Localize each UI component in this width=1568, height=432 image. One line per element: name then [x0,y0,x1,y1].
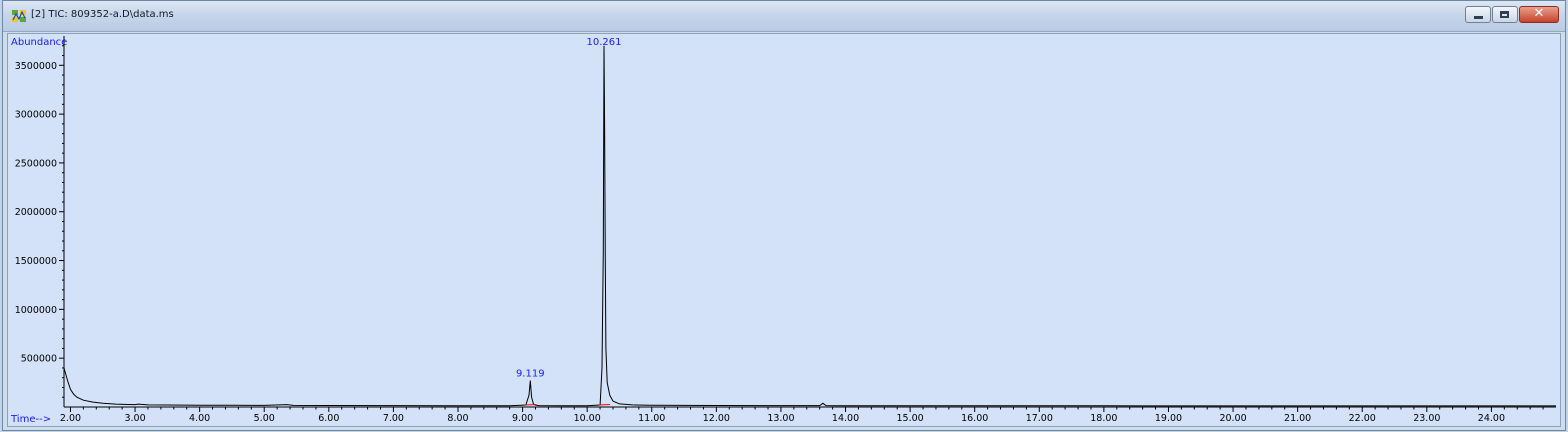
x-tick-label: 20.00 [1219,413,1246,424]
x-tick-label: 22.00 [1349,413,1376,424]
x-tick-label: 12.00 [703,413,730,424]
minimize-icon [1474,16,1483,19]
y-tick-label: 3500000 [15,61,57,72]
window-title: [2] TIC: 809352-a.D\data.ms [31,9,174,20]
y-tick-label: 2500000 [15,158,57,169]
integration-baseline [525,404,537,406]
plot-area[interactable]: Abundance Time--> 500000 1000000 1500000 20… [7,33,1561,427]
x-tick-label: 16.00 [961,413,988,424]
x-tick-label: 24.00 [1478,413,1505,424]
x-tick-label: 8.00 [447,413,468,424]
y-tick-label: 1500000 [15,256,57,267]
window-controls: ✕ [1464,6,1559,25]
x-tick-label: 19.00 [1155,413,1182,424]
x-tick-label: 18.00 [1090,413,1117,424]
x-tick-label: 13.00 [767,413,794,424]
y-tick-label: 3000000 [15,110,57,121]
x-tick-label: 7.00 [383,413,404,424]
chromatogram-chart[interactable]: Abundance Time--> 500000 1000000 1500000 20… [8,34,1560,426]
x-tick-label: 23.00 [1413,413,1440,424]
x-tick-label: 6.00 [318,413,339,424]
y-axis-label: Abundance [11,37,67,48]
y-tick-label: 1000000 [15,305,57,316]
x-tick-label: 9.00 [512,413,533,424]
close-button[interactable]: ✕ [1519,6,1559,23]
x-tick-label: 17.00 [1026,413,1053,424]
x-tick-label: 10.00 [574,413,601,424]
maximize-icon [1500,11,1509,18]
close-icon: ✕ [1533,6,1545,21]
x-tick-label: 4.00 [189,413,210,424]
x-axis-label: Time--> [10,414,51,425]
x-tick-label: 5.00 [254,413,275,424]
x-tick-label: 21.00 [1284,413,1311,424]
tic-trace [63,45,1556,407]
maximize-button[interactable] [1492,6,1518,23]
minimize-button[interactable] [1465,6,1491,23]
y-tick-label: 2000000 [15,207,57,218]
title-bar[interactable]: [2] TIC: 809352-a.D\data.ms ✕ [3,1,1565,32]
x-tick-label: 2.00 [60,413,81,424]
x-tick-label: 15.00 [897,413,924,424]
chromatogram-app-icon [12,10,26,22]
x-tick-label: 14.00 [832,413,859,424]
x-tick-label: 11.00 [638,413,665,424]
peak-label: 9.119 [516,369,545,380]
integration-baseline [599,404,611,406]
peak-label: 10.261 [587,37,622,48]
y-tick-label: 500000 [21,354,57,365]
x-tick-label: 3.00 [124,413,145,424]
